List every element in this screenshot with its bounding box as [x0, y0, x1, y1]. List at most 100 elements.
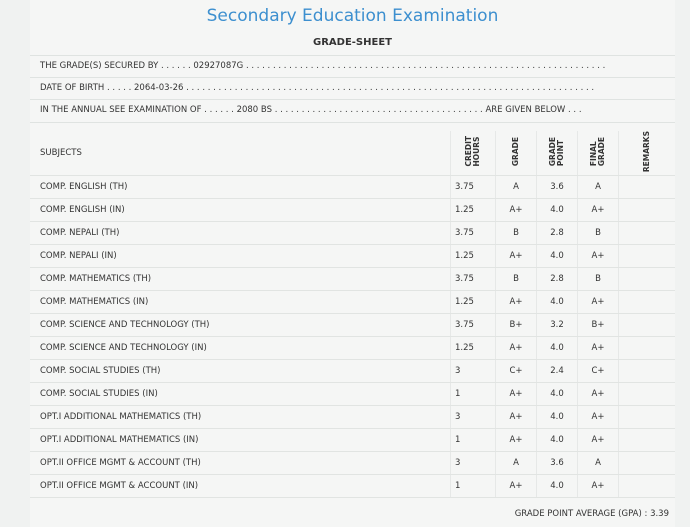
grade-cell: A: [495, 175, 537, 200]
final-grade-cell: B: [577, 267, 619, 292]
remarks-cell: [618, 428, 675, 453]
final-grade-cell: B: [577, 221, 619, 246]
subject-cell: COMP. SOCIAL STUDIES (IN): [30, 382, 451, 407]
grade-cell: A+: [495, 405, 537, 430]
final-grade-cell: A+: [577, 382, 619, 407]
remarks-cell: [618, 313, 675, 338]
subject-cell: OPT.II OFFICE MGMT & ACCOUNT (TH): [30, 451, 451, 476]
grade-point-cell: 2.4: [536, 359, 578, 384]
subject-cell: OPT.I ADDITIONAL MATHEMATICS (IN): [30, 428, 451, 453]
final-grade-cell: A+: [577, 474, 619, 499]
table-row: COMP. NEPALI (TH) 3.75 B 2.8 B: [30, 221, 675, 246]
final-grade-cell: A: [577, 451, 619, 476]
grade-point-cell: 4.0: [536, 336, 578, 361]
final-grade-cell: A+: [577, 428, 619, 453]
grade-cell: A+: [495, 428, 537, 453]
date-of-birth-line: DATE OF BIRTH . . . . . 2064-03-26 . . .…: [40, 83, 595, 93]
page-title: Secondary Education Examination: [206, 6, 499, 26]
final-grade-cell: A: [577, 175, 619, 200]
divider: [30, 77, 675, 78]
credit-hours-cell: 3: [450, 405, 496, 430]
grade-sheet-subtitle: GRADE-SHEET: [313, 37, 392, 48]
subject-cell: COMP. ENGLISH (IN): [30, 198, 451, 223]
credit-hours-cell: 3: [450, 451, 496, 476]
remarks-cell: [618, 451, 675, 476]
subject-cell: COMP. NEPALI (TH): [30, 221, 451, 246]
remarks-cell: [618, 267, 675, 292]
grade-point-cell: 4.0: [536, 405, 578, 430]
table-header-row: SUBJECTS CREDIT HOURS GRADE GRADE POINT …: [30, 131, 675, 177]
table-row: COMP. NEPALI (IN) 1.25 A+ 4.0 A+: [30, 244, 675, 269]
grade-point-cell: 4.0: [536, 290, 578, 315]
grade-point-cell: 2.8: [536, 267, 578, 292]
grade-point-cell: 3.2: [536, 313, 578, 338]
grade-point-header: GRADE POINT: [536, 131, 578, 177]
grades-table: SUBJECTS CREDIT HOURS GRADE GRADE POINT …: [30, 131, 675, 499]
remarks-header: REMARKS: [618, 131, 675, 177]
table-row: COMP. ENGLISH (IN) 1.25 A+ 4.0 A+: [30, 198, 675, 223]
table-row: OPT.II OFFICE MGMT & ACCOUNT (IN) 1 A+ 4.0 A…: [30, 474, 675, 499]
table-row: COMP. MATHEMATICS (IN) 1.25 A+ 4.0 A+: [30, 290, 675, 315]
remarks-cell: [618, 290, 675, 315]
exam-year-line: IN THE ANNUAL SEE EXAMINATION OF . . . .…: [40, 105, 582, 115]
grade-cell: A+: [495, 290, 537, 315]
grade-cell: A+: [495, 382, 537, 407]
remarks-cell: [618, 221, 675, 246]
grade-point-cell: 3.6: [536, 175, 578, 200]
remarks-cell: [618, 382, 675, 407]
table-row: COMP. MATHEMATICS (TH) 3.75 B 2.8 B: [30, 267, 675, 292]
divider: [30, 55, 675, 56]
credit-hours-cell: 3.75: [450, 175, 496, 200]
remarks-cell: [618, 474, 675, 499]
remarks-cell: [618, 336, 675, 361]
divider: [30, 122, 675, 123]
credit-hours-header: CREDIT HOURS: [450, 131, 496, 177]
gpa-summary: GRADE POINT AVERAGE (GPA) : 3.39: [514, 509, 669, 519]
grade-cell: B: [495, 267, 537, 292]
grade-cell: A+: [495, 474, 537, 499]
grade-header: GRADE: [495, 131, 537, 177]
grade-point-cell: 2.8: [536, 221, 578, 246]
subject-cell: COMP. SCIENCE AND TECHNOLOGY (IN): [30, 336, 451, 361]
grade-point-cell: 4.0: [536, 198, 578, 223]
final-grade-header: FINAL GRADE: [577, 131, 619, 177]
table-row: COMP. SCIENCE AND TECHNOLOGY (IN) 1.25 A+ 4…: [30, 336, 675, 361]
table-row: OPT.I ADDITIONAL MATHEMATICS (IN) 1 A+ 4.0 A…: [30, 428, 675, 453]
subject-cell: COMP. MATHEMATICS (TH): [30, 267, 451, 292]
subject-cell: COMP. NEPALI (IN): [30, 244, 451, 269]
final-grade-cell: A+: [577, 198, 619, 223]
credit-hours-cell: 1: [450, 474, 496, 499]
grade-cell: A+: [495, 244, 537, 269]
credit-hours-cell: 1.25: [450, 244, 496, 269]
credit-hours-cell: 3: [450, 359, 496, 384]
subject-cell: OPT.I ADDITIONAL MATHEMATICS (TH): [30, 405, 451, 430]
subject-cell: COMP. ENGLISH (TH): [30, 175, 451, 200]
table-row: COMP. ENGLISH (TH) 3.75 A 3.6 A: [30, 175, 675, 200]
grade-point-cell: 4.0: [536, 474, 578, 499]
final-grade-cell: A+: [577, 244, 619, 269]
table-row: COMP. SCIENCE AND TECHNOLOGY (TH) 3.75 B+ 3…: [30, 313, 675, 338]
subject-cell: COMP. SCIENCE AND TECHNOLOGY (TH): [30, 313, 451, 338]
credit-hours-cell: 3.75: [450, 267, 496, 292]
remarks-cell: [618, 175, 675, 200]
student-id-line: THE GRADE(S) SECURED BY . . . . . . 0292…: [40, 61, 606, 71]
grade-cell: A+: [495, 336, 537, 361]
grade-point-cell: 4.0: [536, 382, 578, 407]
table-row: OPT.II OFFICE MGMT & ACCOUNT (TH) 3 A 3.6 A: [30, 451, 675, 476]
final-grade-cell: A+: [577, 290, 619, 315]
final-grade-cell: A+: [577, 405, 619, 430]
subjects-header: SUBJECTS: [30, 131, 451, 177]
grade-point-cell: 4.0: [536, 244, 578, 269]
table-row: COMP. SOCIAL STUDIES (IN) 1 A+ 4.0 A+: [30, 382, 675, 407]
grade-point-cell: 3.6: [536, 451, 578, 476]
credit-hours-cell: 1.25: [450, 198, 496, 223]
divider: [30, 99, 675, 100]
final-grade-cell: C+: [577, 359, 619, 384]
credit-hours-cell: 3.75: [450, 221, 496, 246]
grade-cell: B+: [495, 313, 537, 338]
subject-cell: COMP. SOCIAL STUDIES (TH): [30, 359, 451, 384]
final-grade-cell: B+: [577, 313, 619, 338]
final-grade-cell: A+: [577, 336, 619, 361]
credit-hours-cell: 1.25: [450, 336, 496, 361]
grade-cell: B: [495, 221, 537, 246]
